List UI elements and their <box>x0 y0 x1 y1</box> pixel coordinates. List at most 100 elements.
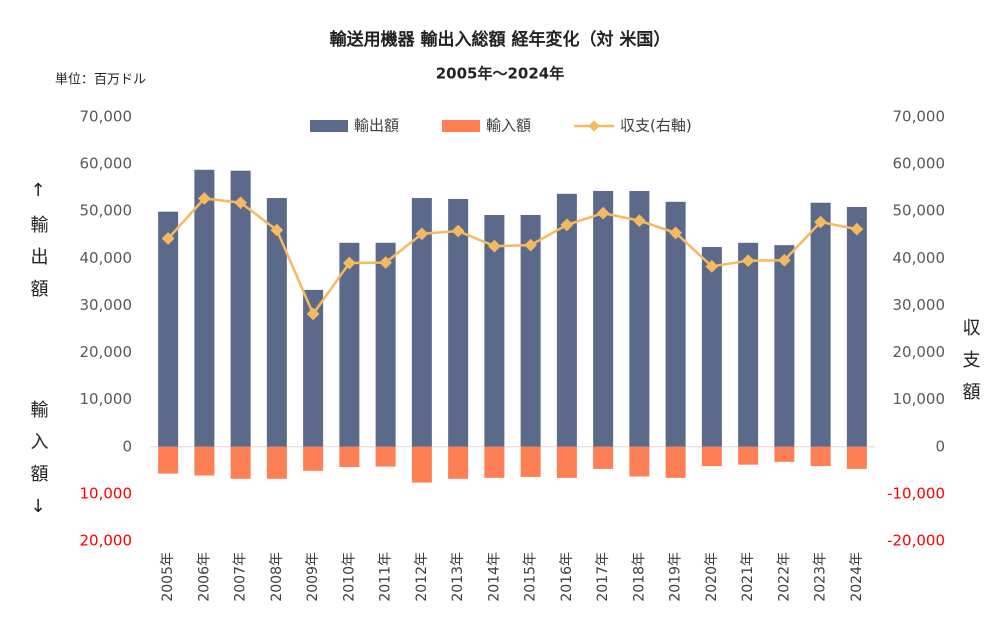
y-tick-label: 60,000 <box>80 155 133 173</box>
bar <box>556 193 577 447</box>
bar <box>411 446 432 483</box>
x-tick-label: 2005年 <box>160 552 176 602</box>
bar <box>774 446 795 462</box>
x-tick-label: 2015年 <box>523 552 539 602</box>
bar <box>738 242 759 447</box>
marker <box>161 232 175 245</box>
bar <box>665 201 686 447</box>
x-tick-label: 2007年 <box>233 552 249 602</box>
marker <box>379 256 392 269</box>
x-tick-label: 2016年 <box>559 552 575 602</box>
bar <box>158 446 179 474</box>
y2-tick-label: -10,000 <box>887 484 945 502</box>
y-axis-label-bottom: 輸入額↓ <box>28 400 49 531</box>
bar <box>629 190 650 447</box>
bar <box>448 446 469 479</box>
x-tick-label: 2010年 <box>341 552 357 602</box>
y2-tick-label: 60,000 <box>893 155 946 173</box>
legend-label: 輸入額 <box>486 117 531 135</box>
y-tick-label: 20,000 <box>80 532 133 550</box>
bar <box>303 446 324 471</box>
y-tick-label: 20,000 <box>80 343 133 361</box>
bar <box>484 446 505 478</box>
y-tick-label: 50,000 <box>80 202 133 220</box>
legend-marker <box>588 120 600 132</box>
bar <box>593 446 614 469</box>
x-tick-label: 2013年 <box>450 552 466 602</box>
bar <box>375 446 396 467</box>
bar <box>520 446 541 477</box>
y-tick-label: 10,000 <box>80 390 133 408</box>
y2-tick-label: 70,000 <box>893 108 946 126</box>
bar <box>158 211 179 447</box>
y2-axis-label: 収支額 <box>960 318 981 414</box>
y2-tick-label: 30,000 <box>893 296 946 314</box>
y-tick-label: 10,000 <box>80 484 133 502</box>
bar <box>484 214 505 447</box>
x-tick-label: 2019年 <box>668 552 684 602</box>
y2-tick-label: 10,000 <box>893 390 946 408</box>
x-tick-label: 2009年 <box>305 552 321 602</box>
bar <box>701 247 722 447</box>
x-tick-label: 2020年 <box>704 552 720 602</box>
bar <box>266 446 287 479</box>
bar <box>194 446 215 476</box>
y-tick-label: 0 <box>122 437 132 455</box>
y-tick-label: 30,000 <box>80 296 133 314</box>
unit-label: 単位：百万ドル <box>55 72 146 88</box>
marker <box>415 227 429 241</box>
bar <box>230 446 251 479</box>
bar <box>556 446 577 478</box>
bar <box>339 242 360 447</box>
bar <box>266 198 287 447</box>
bar <box>629 446 650 477</box>
x-tick-label: 2017年 <box>595 552 611 602</box>
marker <box>306 307 320 321</box>
legend-swatch <box>442 120 480 132</box>
marker <box>270 223 284 237</box>
x-tick-label: 2023年 <box>813 552 829 602</box>
bar <box>230 170 251 447</box>
bar <box>375 242 396 447</box>
y-tick-label: 70,000 <box>80 108 133 126</box>
marker <box>198 192 211 205</box>
bar <box>448 198 469 447</box>
x-tick-label: 2024年 <box>849 552 865 602</box>
bar <box>774 245 795 447</box>
bar <box>846 206 867 447</box>
bar <box>738 446 759 465</box>
bar <box>194 169 215 447</box>
legend-label: 輸出額 <box>354 117 399 135</box>
marker <box>488 239 501 253</box>
bar <box>846 446 867 469</box>
y2-tick-label: 40,000 <box>893 249 946 267</box>
line <box>167 197 858 317</box>
y2-tick-label: -20,000 <box>887 532 945 550</box>
x-tick-label: 2008年 <box>269 552 285 602</box>
bar <box>593 190 614 447</box>
bar <box>701 446 722 467</box>
x-tick-label: 2011年 <box>378 552 394 602</box>
y2-tick-label: 20,000 <box>893 343 946 361</box>
bar <box>303 289 324 447</box>
x-tick-label: 2006年 <box>196 552 212 602</box>
bar <box>339 446 360 468</box>
bar <box>810 446 831 467</box>
y2-tick-label: 0 <box>935 437 945 455</box>
bar <box>411 198 432 447</box>
x-tick-label: 2012年 <box>414 552 430 602</box>
bar <box>665 446 686 478</box>
x-tick-label: 2022年 <box>776 552 792 602</box>
marker <box>234 196 247 210</box>
legend-label: 収支(右軸) <box>620 117 692 135</box>
chart-title: 輸送用機器 輸出入総額 経年変化（対 米国） <box>330 29 671 50</box>
bar <box>810 202 831 447</box>
y-axis-label-top: ↑輸出額 <box>28 180 49 311</box>
chart-subtitle: 2005年～2024年 <box>436 65 565 83</box>
bar <box>520 214 541 447</box>
legend-swatch <box>310 120 348 132</box>
x-tick-label: 2021年 <box>740 552 756 602</box>
marker <box>343 256 356 270</box>
marker <box>451 224 465 238</box>
